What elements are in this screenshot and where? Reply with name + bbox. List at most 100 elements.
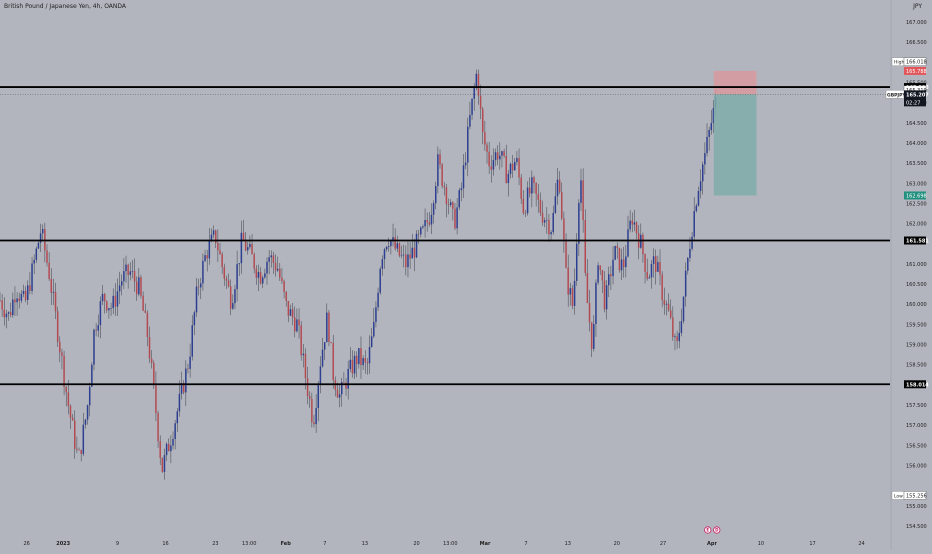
candle-body <box>114 295 117 307</box>
candle-body <box>552 212 554 233</box>
x-tick-label: 17 <box>809 541 815 547</box>
candle-body <box>276 268 279 271</box>
candle-body <box>167 443 170 452</box>
candle-body <box>563 218 565 240</box>
x-tick-label: 23 <box>212 541 218 547</box>
candle-body <box>29 285 31 291</box>
candle-body <box>434 186 437 204</box>
candle-body <box>272 255 275 263</box>
candle-body <box>266 261 268 274</box>
candle-body <box>116 291 119 307</box>
candle-body <box>614 246 616 260</box>
x-tick-label: 13:00 <box>443 541 457 547</box>
candle-body <box>296 319 298 332</box>
candle-body <box>65 386 67 393</box>
candle-body <box>392 237 394 241</box>
candle-body <box>300 325 302 356</box>
candle-body <box>661 274 663 301</box>
candle-body <box>507 173 510 184</box>
candle-body <box>240 232 243 264</box>
candle-body <box>622 259 625 268</box>
candle-body <box>439 154 441 165</box>
candle-body <box>345 382 347 389</box>
candle-body <box>78 449 80 451</box>
y-tick-label: 164.500 <box>906 121 927 127</box>
candle-body <box>323 342 326 350</box>
candle-body <box>253 254 255 269</box>
candle-body <box>159 441 161 458</box>
candle-body <box>620 259 623 271</box>
candle-body <box>39 233 42 243</box>
x-tick-label: 13:00 <box>242 541 256 547</box>
candle-body <box>48 262 50 280</box>
candle-body <box>682 296 685 322</box>
candle-body <box>63 355 65 387</box>
candle-body <box>332 342 334 381</box>
candle-body <box>528 187 531 194</box>
candle-body <box>257 272 260 278</box>
candle-body <box>118 285 121 292</box>
high-price-label: 166.018 <box>906 60 927 66</box>
y-tick-label: 157.500 <box>906 403 927 409</box>
candle-body <box>646 271 648 279</box>
candle-body <box>691 236 693 249</box>
candle-body <box>642 234 644 255</box>
candle-body <box>82 424 85 454</box>
candle-body <box>121 281 123 286</box>
x-tick-label: 16 <box>162 541 168 547</box>
candle-body <box>648 277 651 279</box>
stop-loss-zone <box>713 70 757 95</box>
candle-body <box>338 394 341 398</box>
candle-body <box>595 282 597 325</box>
candle-body <box>490 166 493 170</box>
candle-body <box>454 208 456 229</box>
candle-body <box>554 196 557 213</box>
candle-body <box>200 283 202 288</box>
target-price-label: 162.698 <box>906 193 927 199</box>
candles <box>0 69 717 480</box>
candle-body <box>176 411 179 424</box>
y-tick-label: 159.000 <box>906 343 927 349</box>
candle-body <box>93 329 95 365</box>
candle-body <box>400 255 403 256</box>
candle-body <box>366 362 369 364</box>
x-tick-label: 7 <box>524 541 527 547</box>
candle-body <box>35 248 38 260</box>
candle-body <box>223 267 226 279</box>
candle-body <box>358 348 360 365</box>
candle-body <box>469 114 471 127</box>
candle-body <box>182 383 185 393</box>
candle-body <box>473 88 475 99</box>
candle-body <box>667 303 670 311</box>
high-price-tag <box>903 57 927 66</box>
high-caption: High <box>894 60 904 66</box>
candle-body <box>142 295 144 311</box>
candle-body <box>217 243 219 251</box>
candle-body <box>364 358 367 363</box>
candle-body <box>539 199 542 213</box>
candle-body <box>214 230 217 244</box>
candle-body <box>236 264 238 290</box>
candle-body <box>601 270 604 281</box>
x-tick-label: Mar <box>480 541 491 547</box>
candle-body <box>699 181 702 191</box>
candle-body <box>388 245 390 247</box>
y-tick-label: 161.000 <box>906 262 927 268</box>
candle-body <box>279 268 281 278</box>
candle-body <box>657 262 659 272</box>
candle-body <box>663 300 666 305</box>
candle-body <box>189 356 191 369</box>
candle-body <box>106 301 108 311</box>
candle-body <box>251 243 253 255</box>
candle-body <box>197 286 200 288</box>
candle-body <box>665 303 668 305</box>
candle-body <box>238 263 240 265</box>
candle-body <box>484 132 486 145</box>
candle-body <box>328 312 330 343</box>
candle-body <box>99 301 102 326</box>
candle-body <box>247 247 249 251</box>
candle-body <box>37 242 40 249</box>
candle-body <box>355 355 358 365</box>
